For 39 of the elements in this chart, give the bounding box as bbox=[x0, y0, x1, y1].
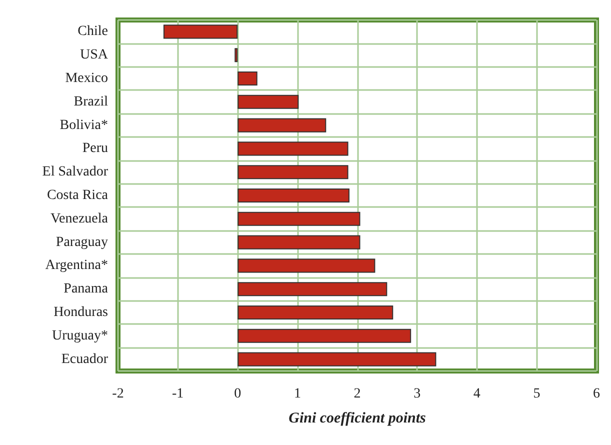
y-tick-label: USA bbox=[80, 48, 109, 63]
x-tick-label: -2 bbox=[112, 386, 124, 402]
x-tick-label: 0 bbox=[234, 386, 242, 402]
y-tick-label: Venezuela bbox=[50, 211, 109, 226]
y-tick-label: El Salvador bbox=[42, 164, 108, 180]
y-tick-label: Honduras bbox=[54, 305, 108, 320]
x-tick-label: 1 bbox=[294, 386, 301, 402]
bar bbox=[238, 212, 360, 226]
y-tick-label: Bolivia* bbox=[60, 118, 108, 133]
bar bbox=[238, 258, 376, 273]
y-tick-label: Peru bbox=[82, 141, 108, 156]
bar bbox=[238, 188, 350, 203]
bar bbox=[238, 71, 258, 86]
bar bbox=[238, 118, 326, 132]
x-tick-label: 4 bbox=[473, 386, 480, 402]
x-tick-label: 2 bbox=[354, 386, 361, 402]
y-tick-label: Brazil bbox=[74, 94, 108, 110]
x-tick-label: 3 bbox=[414, 386, 421, 402]
bar bbox=[238, 165, 348, 180]
bar bbox=[238, 352, 436, 366]
x-axis-title: Gini coefficient points bbox=[288, 410, 426, 426]
y-tick-label: Uruguay* bbox=[52, 328, 108, 344]
bar bbox=[238, 142, 348, 156]
y-tick-label: Paraguay bbox=[56, 234, 108, 250]
y-tick-label: Chile bbox=[78, 24, 108, 40]
x-tick-label: 6 bbox=[593, 386, 600, 402]
y-tick-label: Argentina* bbox=[45, 258, 108, 274]
x-tick-label: 5 bbox=[533, 386, 540, 402]
y-tick-label: Costa Rica bbox=[46, 188, 109, 203]
y-tick-label: Ecuador bbox=[61, 352, 108, 367]
y-tick-label: Mexico bbox=[65, 71, 108, 86]
bar bbox=[238, 328, 412, 343]
bar bbox=[163, 24, 238, 39]
bar bbox=[238, 305, 394, 320]
x-tick-label: -1 bbox=[172, 386, 184, 402]
bar bbox=[238, 94, 299, 109]
bar bbox=[238, 282, 388, 296]
y-tick-label: Panama bbox=[64, 282, 109, 297]
bar bbox=[238, 235, 360, 250]
